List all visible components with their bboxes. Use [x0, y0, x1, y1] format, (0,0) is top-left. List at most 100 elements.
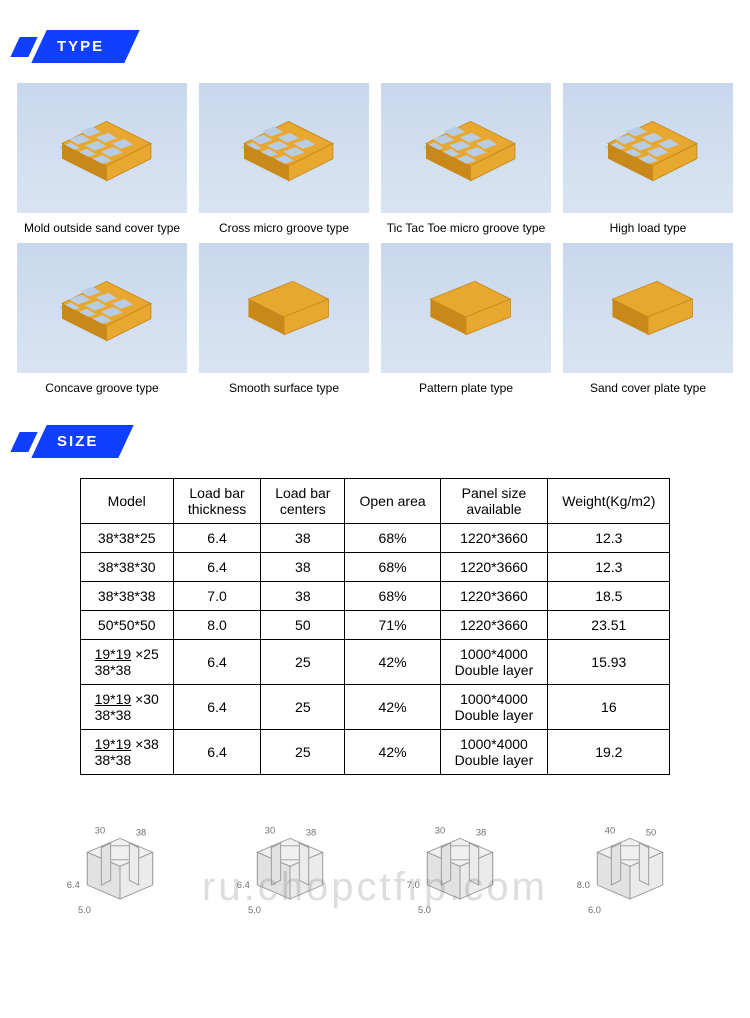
table-cell: 38 — [261, 582, 345, 611]
grating-icon — [411, 268, 521, 348]
table-cell: 38*38*38 — [80, 582, 173, 611]
table-row: 19*19 ×2538*386.42542%1000*4000Double la… — [80, 640, 670, 685]
type-header: TYPE — [15, 30, 735, 63]
grating-icon — [229, 268, 339, 348]
size-table: ModelLoad barthicknessLoad barcentersOpe… — [80, 478, 671, 775]
header-tag: SIZE — [31, 425, 134, 458]
table-cell: 25 — [261, 685, 345, 730]
table-header: Panel sizeavailable — [440, 479, 548, 524]
svg-text:30: 30 — [265, 826, 275, 836]
table-cell: 6.4 — [173, 524, 260, 553]
type-image — [381, 243, 551, 373]
type-label: TYPE — [57, 38, 104, 55]
table-row: 38*38*387.03868%1220*366018.5 — [80, 582, 670, 611]
type-image — [17, 83, 187, 213]
type-item: Cross micro groove type — [197, 83, 371, 235]
svg-text:40: 40 — [605, 826, 615, 836]
table-cell: 19*19 ×2538*38 — [80, 640, 173, 685]
table-row: 19*19 ×3038*386.42542%1000*4000Double la… — [80, 685, 670, 730]
table-header: Load barthickness — [173, 479, 260, 524]
table-cell: 38 — [261, 553, 345, 582]
table-cell: 1000*4000Double layer — [440, 685, 548, 730]
table-cell: 16 — [548, 685, 670, 730]
type-item: Tic Tac Toe micro groove type — [379, 83, 553, 235]
size-header: SIZE — [15, 425, 735, 458]
type-image — [563, 83, 733, 213]
grating-icon — [593, 268, 703, 348]
table-cell: 42% — [345, 730, 440, 775]
table-cell: 7.0 — [173, 582, 260, 611]
table-cell: 68% — [345, 553, 440, 582]
table-cell: 6.4 — [173, 730, 260, 775]
header-tag: TYPE — [31, 30, 140, 63]
table-header: Load barcenters — [261, 479, 345, 524]
type-grid: Mold outside sand cover type Cross micro… — [15, 83, 735, 395]
table-row: 38*38*306.43868%1220*366012.3 — [80, 553, 670, 582]
type-caption: Pattern plate type — [379, 381, 553, 395]
svg-text:30: 30 — [95, 826, 105, 836]
table-cell: 12.3 — [548, 524, 670, 553]
table-header-row: ModelLoad barthicknessLoad barcentersOpe… — [80, 479, 670, 524]
svg-text:30: 30 — [435, 826, 445, 836]
size-label: SIZE — [57, 433, 98, 450]
table-cell: 12.3 — [548, 553, 670, 582]
table-cell: 6.4 — [173, 553, 260, 582]
table-cell: 6.4 — [173, 685, 260, 730]
table-cell: 19*19 ×3838*38 — [80, 730, 173, 775]
table-body: 38*38*256.43868%1220*366012.338*38*306.4… — [80, 524, 670, 775]
table-header: Model — [80, 479, 173, 524]
table-cell: 8.0 — [173, 611, 260, 640]
type-caption: Mold outside sand cover type — [15, 221, 189, 235]
watermark: ru.chopctfrp.com — [15, 865, 735, 910]
grating-icon — [593, 108, 703, 188]
grating-icon — [229, 108, 339, 188]
svg-text:38: 38 — [136, 828, 146, 838]
type-image — [381, 83, 551, 213]
table-cell: 50 — [261, 611, 345, 640]
table-cell: 68% — [345, 524, 440, 553]
type-item: Concave groove type — [15, 243, 189, 395]
table-cell: 38 — [261, 524, 345, 553]
table-cell: 1220*3660 — [440, 524, 548, 553]
table-cell: 15.93 — [548, 640, 670, 685]
header-accent — [10, 432, 37, 452]
table-row: 19*19 ×3838*386.42542%1000*4000Double la… — [80, 730, 670, 775]
table-cell: 50*50*50 — [80, 611, 173, 640]
table-cell: 25 — [261, 730, 345, 775]
table-cell: 1000*4000Double layer — [440, 640, 548, 685]
type-caption: Sand cover plate type — [561, 381, 735, 395]
table-row: 50*50*508.05071%1220*366023.51 — [80, 611, 670, 640]
type-image — [199, 83, 369, 213]
type-caption: High load type — [561, 221, 735, 235]
table-cell: 1220*3660 — [440, 611, 548, 640]
type-caption: Smooth surface type — [197, 381, 371, 395]
table-cell: 6.4 — [173, 640, 260, 685]
type-caption: Cross micro groove type — [197, 221, 371, 235]
table-header: Open area — [345, 479, 440, 524]
type-item: High load type — [561, 83, 735, 235]
table-row: 38*38*256.43868%1220*366012.3 — [80, 524, 670, 553]
type-caption: Tic Tac Toe micro groove type — [379, 221, 553, 235]
type-item: Pattern plate type — [379, 243, 553, 395]
table-cell: 25 — [261, 640, 345, 685]
grating-icon — [47, 268, 157, 348]
type-image — [17, 243, 187, 373]
table-cell: 1000*4000Double layer — [440, 730, 548, 775]
svg-text:50: 50 — [646, 828, 656, 838]
table-cell: 19*19 ×3038*38 — [80, 685, 173, 730]
table-cell: 23.51 — [548, 611, 670, 640]
type-item: Smooth surface type — [197, 243, 371, 395]
table-cell: 38*38*25 — [80, 524, 173, 553]
table-cell: 1220*3660 — [440, 553, 548, 582]
table-cell: 38*38*30 — [80, 553, 173, 582]
table-cell: 68% — [345, 582, 440, 611]
table-header: Weight(Kg/m2) — [548, 479, 670, 524]
svg-text:38: 38 — [306, 828, 316, 838]
table-cell: 18.5 — [548, 582, 670, 611]
table-cell: 42% — [345, 685, 440, 730]
type-caption: Concave groove type — [15, 381, 189, 395]
table-cell: 19.2 — [548, 730, 670, 775]
type-image — [199, 243, 369, 373]
svg-text:38: 38 — [476, 828, 486, 838]
grating-icon — [411, 108, 521, 188]
